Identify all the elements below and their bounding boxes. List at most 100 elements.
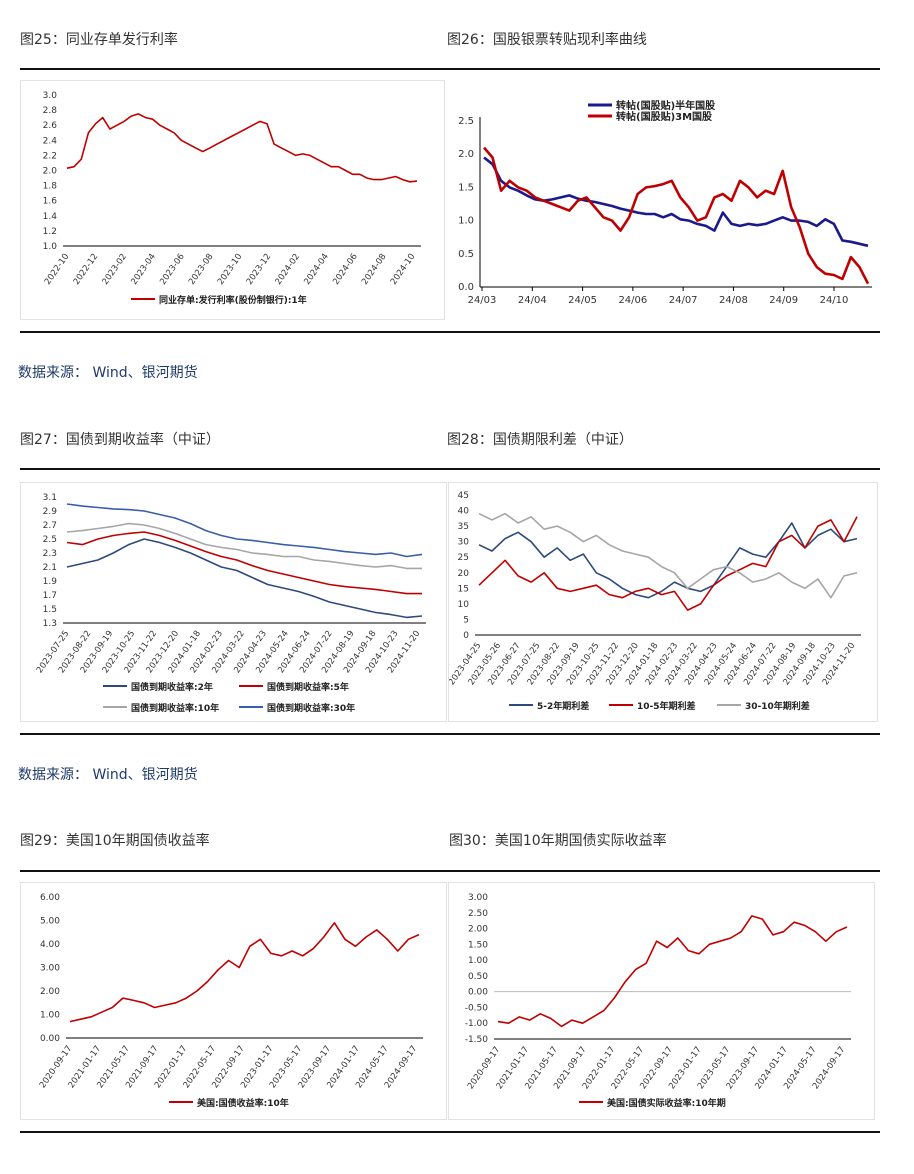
y-tick-label: 1.0 — [43, 242, 58, 252]
x-tick-label: 24/06 — [618, 295, 647, 306]
series-line-0 — [497, 915, 848, 1028]
y-tick-label: 20 — [458, 569, 470, 579]
y-tick-label: 3.0 — [43, 91, 58, 101]
x-tick-label: 2024-08 — [360, 252, 389, 287]
fig28-caption: 图28：国债期限利差（中证） — [447, 432, 633, 448]
y-tick-label: 5 — [463, 615, 469, 625]
y-tick-label: 2.0 — [458, 149, 474, 160]
y-tick-label: 1.00 — [468, 956, 488, 966]
legend-label: 国债到期收益率:2年 — [131, 681, 213, 693]
y-tick-label: 6.00 — [40, 893, 60, 903]
series-line-1 — [478, 516, 858, 611]
y-tick-label: 1.9 — [43, 577, 58, 587]
y-tick-label: 3.1 — [43, 493, 57, 503]
x-tick-label: 2023-04 — [129, 252, 158, 287]
y-tick-label: 2.2 — [43, 151, 57, 161]
y-tick-label: 0.50 — [468, 972, 488, 982]
y-tick-label: 2.50 — [468, 909, 488, 919]
series-line-1 — [483, 146, 870, 285]
source-note: 数据来源： Wind、银河期货 — [18, 365, 198, 381]
x-tick-label: 2022-10 — [43, 252, 72, 287]
y-tick-label: 1.3 — [43, 619, 57, 629]
divider — [20, 1131, 880, 1133]
y-tick-label: 3.00 — [468, 893, 488, 903]
legend-label: 国债到期收益率:10年 — [131, 702, 219, 714]
y-tick-label: 2.0 — [43, 167, 58, 177]
fig27-caption: 图27：国债到期收益率（中证） — [20, 432, 220, 448]
legend-label: 国债到期收益率:5年 — [267, 681, 349, 693]
fig28-panel: 45 40 35 30 25 20 15 10 5 0 2023-04-25 2023-05-26 20… — [448, 482, 878, 722]
divider — [20, 733, 880, 735]
y-tick-label: 40 — [458, 507, 470, 517]
x-tick-label: 2023-02 — [101, 252, 130, 287]
divider — [20, 68, 880, 70]
y-tick-label: 45 — [458, 491, 469, 501]
y-tick-label: 2.9 — [43, 507, 58, 517]
x-tick-label: 2023-08 — [187, 252, 216, 287]
y-tick-label: 35 — [458, 522, 469, 532]
series-line-0 — [69, 921, 420, 1023]
x-tick-label: 2024-06 — [331, 252, 360, 287]
y-tick-label: 0.00 — [468, 988, 488, 998]
x-tick-label: 2024-04 — [302, 252, 331, 287]
x-tick-label: 2023-10 — [216, 252, 245, 287]
y-tick-label: 2.4 — [43, 136, 58, 146]
y-tick-label: 0.00 — [40, 1034, 60, 1044]
y-tick-label: 0.0 — [458, 282, 474, 293]
fig25-caption: 图25：同业存单发行利率 — [20, 32, 178, 48]
y-tick-label: 1.5 — [43, 605, 57, 615]
fig30-caption: 图30：美国10年期国债实际收益率 — [449, 833, 667, 849]
x-tick-label: 2024-02 — [274, 252, 303, 287]
legend-label: 美国:国债收益率:10年 — [197, 1097, 289, 1109]
fig30-panel: 3.00 2.50 2.00 1.50 1.00 0.50 0.00 -0.50 -1.00 -1… — [448, 882, 875, 1120]
fig26-panel: 2.5 2.0 1.5 1.0 0.5 0.0 24/03 24/04 24/05 24/06 24… — [447, 80, 882, 320]
y-tick-label: 2.6 — [43, 121, 58, 131]
source-note: 数据来源： Wind、银河期货 — [18, 767, 198, 783]
y-tick-label: 1.50 — [468, 940, 488, 950]
y-tick-label: 10 — [458, 600, 470, 610]
legend-label: 同业存单:发行利率(股份制银行):1年 — [159, 294, 307, 306]
y-tick-label: 0 — [463, 631, 469, 641]
y-tick-label: 25 — [458, 553, 469, 563]
series-line-0 — [483, 156, 869, 248]
fig29-caption: 图29：美国10年期国债收益率 — [20, 833, 210, 849]
y-tick-label: 1.5 — [458, 182, 474, 193]
series-line-2 — [478, 512, 858, 599]
divider — [20, 870, 880, 872]
legend-label: 美国:国债实际收益率:10年期 — [607, 1097, 726, 1109]
y-tick-label: 15 — [458, 584, 469, 594]
divider — [20, 468, 880, 470]
x-tick-label: 2023-06 — [158, 252, 187, 287]
y-tick-label: 2.00 — [40, 987, 60, 997]
x-tick-label: 2023-12 — [245, 252, 274, 287]
x-tick-label: 2022-12 — [72, 252, 101, 287]
legend-label: 10-5年期利差 — [637, 700, 696, 712]
legend-label: 30-10年期利差 — [745, 700, 810, 712]
series-line-1 — [66, 531, 422, 595]
x-tick-label: 24/08 — [719, 295, 748, 306]
y-tick-label: 5.00 — [40, 917, 60, 927]
legend-label: 转帖(国股贴)半年国股 — [616, 99, 716, 112]
y-tick-label: 1.0 — [458, 216, 474, 227]
x-tick-label: 24/05 — [568, 295, 597, 306]
y-tick-label: -0.50 — [465, 1003, 489, 1013]
x-tick-label: 24/09 — [769, 295, 798, 306]
x-tick-label: 2024-10 — [389, 252, 418, 287]
y-tick-label: 3.00 — [40, 964, 60, 974]
y-tick-label: 2.8 — [43, 106, 58, 116]
x-tick-label: 24/10 — [820, 295, 849, 306]
y-tick-label: 2.7 — [43, 521, 57, 531]
y-tick-label: 2.3 — [43, 549, 57, 559]
fig29-panel: 6.00 5.00 4.00 3.00 2.00 1.00 0.00 2020-09-17 20… — [20, 882, 447, 1120]
fig26-caption: 图26：国股银票转贴现利率曲线 — [447, 32, 647, 48]
y-tick-label: -1.50 — [465, 1035, 489, 1045]
legend-label: 国债到期收益率:30年 — [267, 702, 355, 714]
fig25-panel: 3.0 2.8 2.6 2.4 2.2 2.0 1.8 1.6 1.4 1.2 1.0 2022-10… — [20, 80, 445, 320]
y-tick-label: 2.1 — [43, 563, 57, 573]
series-line-0 — [66, 538, 423, 619]
x-tick-label: 24/04 — [518, 295, 547, 306]
y-tick-label: 1.8 — [43, 182, 58, 192]
y-tick-label: -1.00 — [465, 1019, 489, 1029]
divider — [20, 331, 880, 333]
series-line-2 — [66, 522, 422, 570]
